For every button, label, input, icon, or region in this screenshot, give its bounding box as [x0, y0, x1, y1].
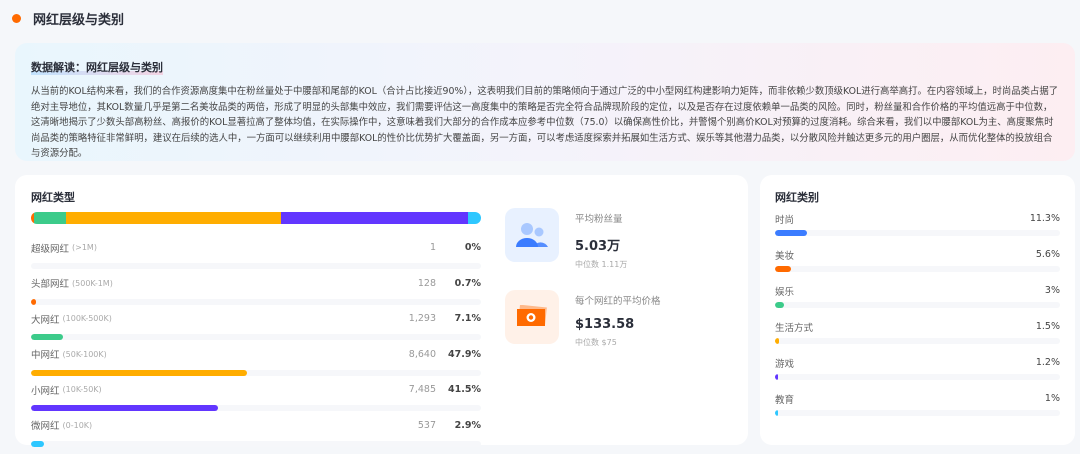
insight-title: 数据解读：网红层级与类别 [31, 59, 163, 75]
category-percent: 1.5% [1015, 321, 1060, 332]
tier-count: 7,485 [376, 384, 436, 395]
category-row: 娱乐 3% [775, 284, 1060, 320]
stat-median: 中位数 $75 [575, 337, 661, 348]
category-row: 美妆 5.6% [775, 248, 1060, 284]
category-progress-track [775, 266, 1060, 272]
category-percent: 5.6% [1015, 249, 1060, 260]
category-percent: 11.3% [1015, 213, 1060, 224]
tier-range: (500K-1M) [72, 279, 113, 288]
tier-name: 头部网红 [31, 276, 69, 290]
category-name: 时尚 [775, 212, 794, 226]
tier-count: 537 [376, 420, 436, 431]
stat-median: 中位数 1.11万 [575, 259, 627, 270]
category-progress-fill [775, 230, 807, 236]
category-name: 生活方式 [775, 320, 813, 334]
tier-progress-track [31, 263, 481, 269]
category-progress-fill [775, 266, 791, 272]
tier-progress-track [31, 299, 481, 305]
tier-progress-track [31, 441, 481, 447]
tier-name: 中网红 [31, 347, 60, 361]
stat-item: 平均粉丝量 5.03万中位数 1.11万 [505, 208, 661, 270]
category-name: 美妆 [775, 248, 794, 262]
category-progress-fill [775, 338, 779, 344]
tier-percent: 7.1% [436, 313, 481, 324]
tier-name: 大网红 [31, 312, 60, 326]
tier-name: 小网红 [31, 383, 60, 397]
category-progress-fill [775, 302, 784, 308]
tier-count: 1 [376, 242, 436, 253]
bullet-dot-icon [12, 14, 21, 23]
category-name: 娱乐 [775, 284, 794, 298]
money-icon [505, 290, 559, 344]
category-name: 教育 [775, 392, 794, 406]
tier-stacked-bar [31, 212, 481, 224]
stat-label: 每个网红的平均价格 [575, 293, 661, 307]
tier-percent: 0.7% [436, 278, 481, 289]
tier-progress-fill [31, 299, 36, 305]
category-name: 游戏 [775, 356, 794, 370]
insight-card: 数据解读：网红层级与类别 从当前的KOL结构来看，我们的合作资源高度集中在粉丝量… [15, 43, 1075, 161]
category-progress-track [775, 410, 1060, 416]
stat-label: 平均粉丝量 [575, 211, 627, 225]
category-row: 教育 1% [775, 392, 1060, 428]
tier-name: 微网红 [31, 418, 60, 432]
category-progress-fill [775, 374, 778, 380]
stack-segment [281, 212, 468, 224]
tier-progress-fill [31, 405, 218, 411]
tier-count: 8,640 [376, 349, 436, 360]
stat-item: 每个网红的平均价格 $133.58 中位数 $75 [505, 290, 661, 348]
tier-percent: 0% [436, 242, 481, 253]
section-title: 网红层级与类别 [33, 9, 124, 28]
stack-segment [468, 212, 481, 224]
insight-body: 从当前的KOL结构来看，我们的合作资源高度集中在粉丝量处于中腰部和尾部的KOL（… [31, 84, 1059, 162]
tier-count: 128 [376, 278, 436, 289]
tier-title: 网红类型 [31, 189, 732, 205]
tier-progress-track [31, 405, 481, 411]
tier-percent: 47.9% [436, 349, 481, 360]
category-percent: 3% [1015, 285, 1060, 296]
category-percent: 1.2% [1015, 357, 1060, 368]
tier-count: 1,293 [376, 313, 436, 324]
category-percent: 1% [1015, 393, 1060, 404]
stat-value: $133.58 [575, 317, 661, 332]
stat-value: 5.03万 [575, 235, 627, 254]
tier-range: (>1M) [72, 243, 97, 252]
tier-progress-track [31, 370, 481, 376]
tier-percent: 41.5% [436, 384, 481, 395]
tier-progress-fill [31, 334, 63, 340]
stack-segment [66, 212, 281, 224]
category-progress-fill [775, 410, 778, 416]
category-card: 网红类别 时尚 11.3% 美妆 5.6% 娱乐 3% 生活方式 1.5% 游戏 1.2% 教育 1% [760, 175, 1075, 445]
users-icon [505, 208, 559, 262]
section-header: 网红层级与类别 [12, 9, 124, 28]
category-progress-track [775, 230, 1060, 236]
category-row: 时尚 11.3% [775, 212, 1060, 248]
category-row: 生活方式 1.5% [775, 320, 1060, 356]
tier-range: (50K-100K) [63, 350, 107, 359]
category-progress-track [775, 338, 1060, 344]
category-title: 网红类别 [775, 189, 1060, 205]
tier-name: 超级网红 [31, 241, 69, 255]
category-progress-track [775, 302, 1060, 308]
tier-progress-fill [31, 441, 44, 447]
tier-progress-fill [31, 370, 247, 376]
tier-progress-track [31, 334, 481, 340]
tier-range: (10K-50K) [63, 385, 102, 394]
tier-range: (0-10K) [63, 421, 93, 430]
stack-segment [34, 212, 66, 224]
tier-range: (100K-500K) [63, 314, 112, 323]
category-row: 游戏 1.2% [775, 356, 1060, 392]
tier-percent: 2.9% [436, 420, 481, 431]
category-progress-track [775, 374, 1060, 380]
